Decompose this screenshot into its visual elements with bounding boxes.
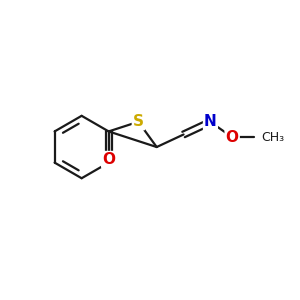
Text: N: N [204, 115, 217, 130]
Text: S: S [133, 114, 144, 129]
Text: O: O [102, 152, 115, 167]
Text: O: O [226, 130, 239, 145]
Text: CH₃: CH₃ [261, 131, 285, 144]
